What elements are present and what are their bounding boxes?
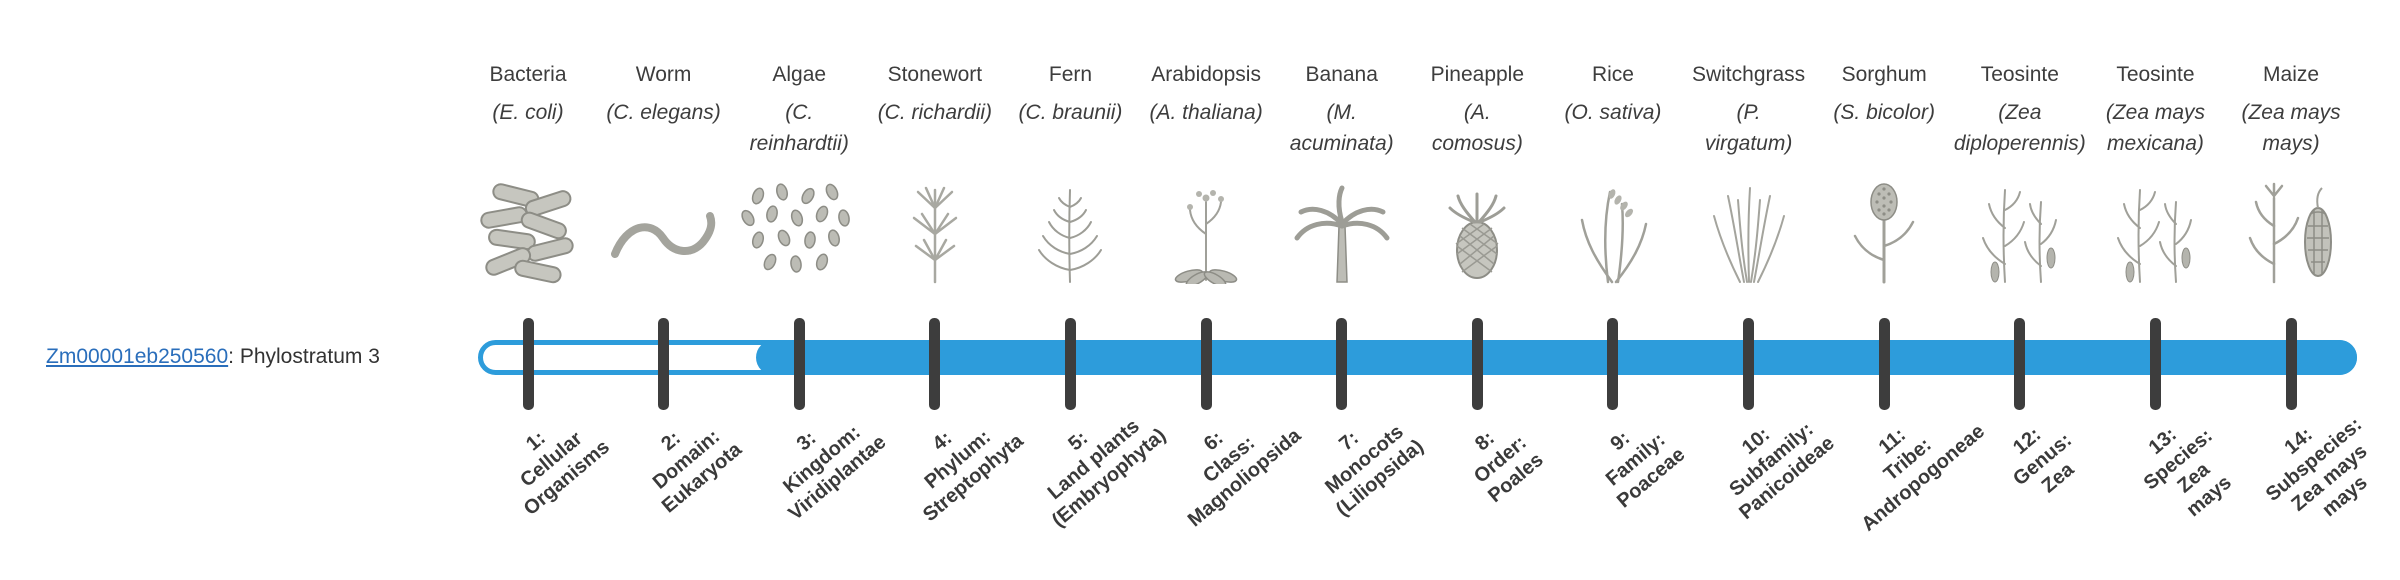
gene-id-link[interactable]: Zm00001eb250560	[46, 345, 229, 368]
phylostratum-tick	[1743, 318, 1755, 410]
organism-column: Maize (Zea mays mays)	[2176, 62, 2400, 159]
teosinte-illustration	[1955, 180, 2085, 284]
organism-scientific-name: (E. coli)	[492, 101, 564, 124]
gene-phylostratum-label: Zm00001eb250560: Phylostratum 3	[46, 345, 380, 369]
algae-illustration	[734, 180, 864, 284]
organism-column: Arabidopsis (A. thaliana)	[1091, 62, 1321, 128]
phylostratum-tick	[1200, 318, 1212, 410]
organism-column: Worm (C. elegans)	[549, 62, 779, 128]
phylostratum-label-text: 14: Subspecies: Zea mays mays	[2261, 413, 2372, 522]
organism-column: Sorghum (S. bicolor)	[1769, 62, 1999, 128]
organism-scientific-name: (C. richardii)	[877, 101, 993, 124]
phylostratum-tick	[2285, 318, 2297, 410]
organism-common-name: Banana	[1305, 63, 1378, 86]
fern-illustration	[1005, 180, 1135, 284]
phylostratum-tick	[1878, 318, 1890, 410]
phylostratum-tick	[793, 318, 805, 410]
phylostratum-tick	[929, 318, 941, 410]
rice-illustration	[1548, 180, 1678, 284]
phylostratum-label: 14: Subspecies: Zea mays mays	[2141, 413, 2400, 528]
pineapple-illustration	[1412, 180, 1542, 284]
organism-scientific-name: (Zea mays mexicana)	[2105, 101, 2206, 155]
organism-column: Banana (M. acuminata)	[1227, 62, 1457, 159]
organism-scientific-name: (C. reinhardtii)	[749, 101, 849, 155]
sorghum-illustration	[1819, 180, 1949, 284]
phylostratum-tick	[2014, 318, 2026, 410]
organism-common-name: Stonewort	[887, 63, 983, 86]
organism-scientific-name: (A. comosus)	[1431, 101, 1523, 155]
organism-column: Bacteria (E. coli)	[413, 62, 643, 128]
teosinte-illustration	[2090, 180, 2220, 284]
organism-common-name: Pineapple	[1430, 63, 1525, 86]
arabidopsis-illustration	[1141, 180, 1271, 284]
organism-scientific-name: (O. sativa)	[1564, 101, 1662, 124]
phylostratum-tick	[1471, 318, 1483, 410]
organism-common-name: Maize	[2263, 63, 2320, 86]
maize-illustration	[2226, 180, 2356, 284]
organism-scientific-name: (P. virgatum)	[1704, 101, 1793, 155]
organism-scientific-name: (M. acuminata)	[1289, 101, 1394, 155]
organism-column: Pineapple (A. comosus)	[1362, 62, 1592, 159]
organism-common-name: Fern	[1048, 63, 1093, 86]
phylostratum-text: : Phylostratum 3	[228, 345, 380, 368]
organism-common-name: Switchgrass	[1691, 63, 1806, 86]
organism-common-name: Teosinte	[2116, 63, 2195, 86]
worm-illustration	[599, 180, 729, 284]
phylostratum-tick	[522, 318, 534, 410]
switchgrass-illustration	[1684, 180, 1814, 284]
organism-column: Rice (O. sativa)	[1498, 62, 1728, 128]
organism-common-name: Teosinte	[1980, 63, 2059, 86]
phylostratum-tick	[2149, 318, 2161, 410]
organism-column: Teosinte (Zea diploperennis)	[1905, 62, 2135, 159]
organism-scientific-name: (A. thaliana)	[1149, 101, 1263, 124]
banana-illustration	[1277, 180, 1407, 284]
organism-common-name: Bacteria	[489, 63, 567, 86]
organism-scientific-name: (C. elegans)	[606, 101, 721, 124]
organism-column: Fern (C. braunii)	[955, 62, 1185, 128]
organism-common-name: Arabidopsis	[1151, 63, 1261, 86]
organism-scientific-name: (C. braunii)	[1018, 101, 1123, 124]
organism-scientific-name: (S. bicolor)	[1833, 101, 1935, 124]
organism-common-name: Algae	[772, 63, 827, 86]
stonewort-illustration	[870, 180, 1000, 284]
organism-scientific-name: (Zea diploperennis)	[1953, 101, 2086, 155]
organism-column: Teosinte (Zea mays mexicana)	[2040, 62, 2270, 159]
bacteria-illustration	[463, 180, 593, 284]
organism-column: Algae (C. reinhardtii)	[684, 62, 914, 159]
organism-common-name: Worm	[635, 63, 692, 86]
organism-common-name: Sorghum	[1841, 63, 1927, 86]
organism-column: Switchgrass (P. virgatum)	[1634, 62, 1864, 159]
organism-scientific-name: (Zea mays mays)	[2241, 101, 2341, 155]
phylostratum-tick	[1336, 318, 1348, 410]
phylostratum-tick	[1064, 318, 1076, 410]
phylostratum-tick	[658, 318, 670, 410]
organism-column: Stonewort (C. richardii)	[820, 62, 1050, 128]
phylostratum-tick	[1607, 318, 1619, 410]
organism-common-name: Rice	[1591, 63, 1634, 86]
timeline-bar-filled	[756, 340, 2357, 375]
